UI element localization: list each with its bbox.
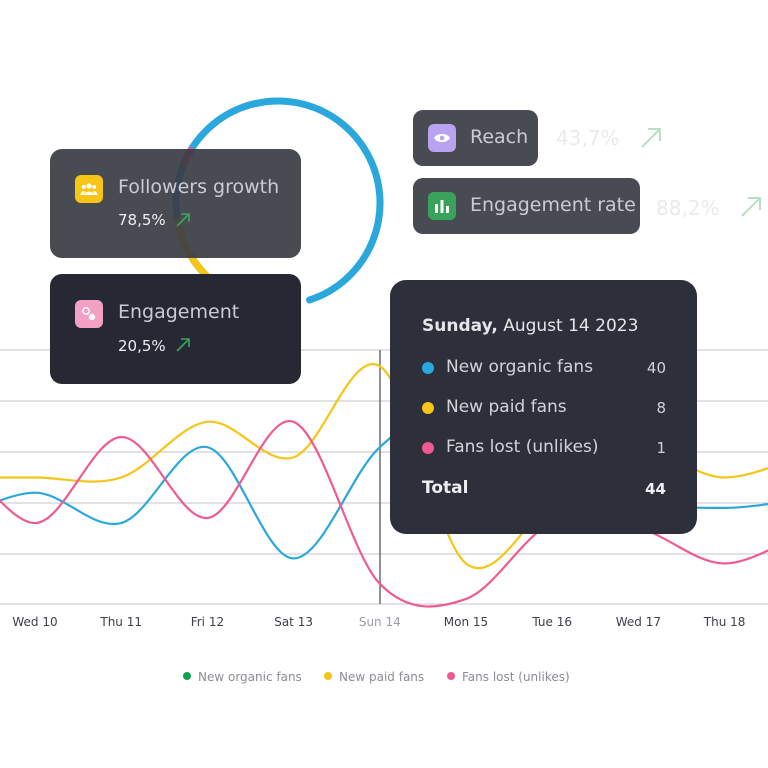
tooltip-row-value: 8 [656, 399, 666, 417]
x-tick-label: Tue 16 [531, 615, 572, 629]
trend-up-arrow-icon [176, 213, 190, 227]
x-tick-label: Sat 13 [274, 615, 313, 629]
tooltip-row-total: Total 44 [422, 477, 666, 501]
reach-value: 43,7% [556, 126, 620, 150]
x-tick-label: Thu 18 [703, 615, 746, 629]
series-dot [422, 442, 434, 454]
engagement-rate-value: 88,2% [656, 196, 720, 220]
tooltip-total-value: 44 [645, 480, 666, 498]
tooltip-row-organic: New organic fans 40 [422, 356, 666, 380]
chart-tooltip: Sunday, August 14 2023 New organic fans … [390, 280, 697, 534]
legend-item-organic[interactable]: New organic fans [183, 670, 302, 684]
legend-dot [447, 672, 455, 680]
followers-growth-title: Followers growth [118, 176, 280, 198]
reach-title: Reach [470, 126, 529, 148]
tooltip-weekday: Sunday, [422, 316, 498, 336]
legend-dot [183, 672, 191, 680]
legend-label: New organic fans [198, 670, 302, 684]
engagement-rate-title: Engagement rate [470, 194, 636, 216]
x-tick-label: Mon 15 [444, 615, 488, 629]
legend-item-paid[interactable]: New paid fans [324, 670, 424, 684]
chart-legend: New organic fans New paid fans Fans lost… [0, 670, 768, 690]
followers-growth-value: 78,5% [118, 211, 166, 229]
x-tick-label: Wed 10 [12, 615, 57, 629]
tooltip-row-lost: Fans lost (unlikes) 1 [422, 436, 666, 460]
tooltip-row-label: Fans lost (unlikes) [446, 437, 599, 457]
engagement-value: 20,5% [118, 337, 166, 355]
x-tick-label: Wed 17 [616, 615, 661, 629]
series-dot [422, 362, 434, 374]
legend-dot [324, 672, 332, 680]
tooltip-row-label: New paid fans [446, 397, 567, 417]
tooltip-date-text: August 14 2023 [503, 316, 639, 336]
tooltip-row-value: 40 [646, 359, 666, 377]
users-icon [75, 175, 103, 203]
tooltip-date: Sunday, August 14 2023 [422, 316, 638, 336]
tooltip-row-paid: New paid fans 8 [422, 396, 666, 420]
engagement-title: Engagement [118, 301, 240, 323]
series-dot [422, 402, 434, 414]
reach-card[interactable]: Reach [413, 110, 538, 166]
followers-growth-card[interactable]: Followers growth 78,5% [50, 149, 301, 258]
engagement-rate-card[interactable]: Engagement rate [413, 178, 640, 234]
x-tick-label: Sun 14 [359, 615, 401, 629]
tooltip-row-label: New organic fans [446, 357, 594, 377]
tooltip-row-value: 1 [656, 439, 666, 457]
trend-up-arrow-icon [741, 197, 761, 217]
engagement-card[interactable]: Engagement 20,5% [50, 274, 301, 384]
engagement-icon [75, 300, 103, 328]
legend-item-lost[interactable]: Fans lost (unlikes) [447, 670, 570, 684]
x-tick-label: Fri 12 [191, 615, 224, 629]
bar-chart-icon [428, 192, 456, 220]
trend-up-arrow-icon [176, 338, 190, 352]
x-tick-label: Thu 11 [99, 615, 142, 629]
x-axis-ticks: Wed 10 Thu 11 Fri 12 Sat 13 Sun 14 Mon 15 Tue … [12, 615, 745, 629]
legend-label: Fans lost (unlikes) [462, 670, 570, 684]
eye-icon [428, 124, 456, 152]
trend-up-arrow-icon [641, 128, 661, 148]
legend-label: New paid fans [339, 670, 425, 684]
tooltip-total-label: Total [422, 478, 469, 498]
